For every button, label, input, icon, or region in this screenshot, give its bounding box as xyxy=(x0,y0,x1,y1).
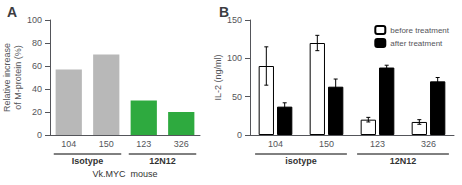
svg-text:20: 20 xyxy=(32,107,42,117)
svg-text:104: 104 xyxy=(268,139,283,149)
svg-text:80: 80 xyxy=(32,38,42,48)
svg-text:12N12: 12N12 xyxy=(390,156,417,166)
svg-text:50: 50 xyxy=(232,92,242,102)
svg-text:B: B xyxy=(219,4,229,20)
svg-text:12N12: 12N12 xyxy=(149,156,176,166)
svg-text:Isotype: Isotype xyxy=(72,156,104,166)
svg-text:123: 123 xyxy=(370,139,385,149)
svg-text:A: A xyxy=(7,4,17,20)
svg-text:100: 100 xyxy=(27,15,42,25)
svg-text:150: 150 xyxy=(319,139,334,149)
svg-text:150: 150 xyxy=(99,139,114,149)
svg-text:of M-protein (%): of M-protein (%) xyxy=(13,45,23,110)
svg-text:Vk.MYC mouse: Vk.MYC mouse xyxy=(92,169,157,179)
svg-text:Relative increase: Relative increase xyxy=(2,43,12,112)
svg-text:104: 104 xyxy=(61,139,76,149)
svg-text:IL-2 (ng/ml): IL-2 (ng/ml) xyxy=(213,54,223,100)
svg-text:isotype: isotype xyxy=(285,156,317,166)
svg-text:0: 0 xyxy=(37,130,42,140)
svg-text:100: 100 xyxy=(227,53,242,63)
svg-text:150: 150 xyxy=(227,15,242,25)
svg-text:326: 326 xyxy=(174,139,189,149)
svg-text:after treatment: after treatment xyxy=(390,39,443,48)
svg-text:60: 60 xyxy=(32,61,42,71)
svg-text:123: 123 xyxy=(136,139,151,149)
svg-text:326: 326 xyxy=(421,139,436,149)
svg-text:40: 40 xyxy=(32,84,42,94)
svg-text:0: 0 xyxy=(237,130,242,140)
svg-text:before treatment: before treatment xyxy=(390,26,449,35)
